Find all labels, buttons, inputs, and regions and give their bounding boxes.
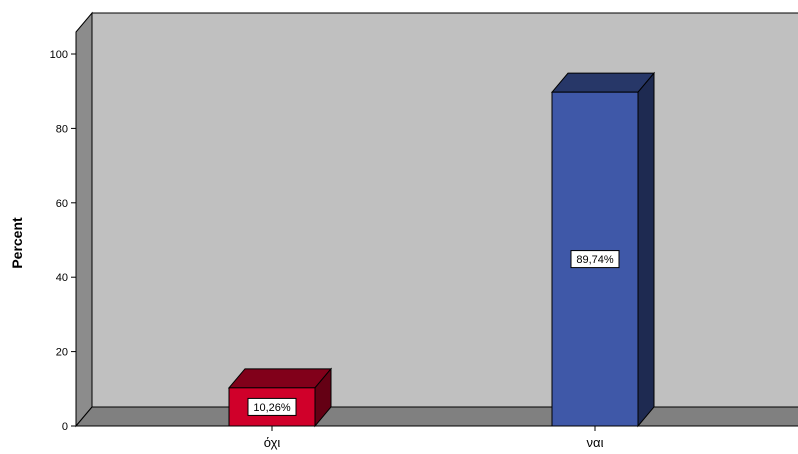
y-tick-label: 80: [56, 123, 68, 135]
floor: [74, 406, 798, 427]
y-tick-label: 100: [50, 49, 68, 61]
y-tick-label: 20: [56, 347, 68, 359]
bar-2: 89,74%: [550, 71, 656, 428]
y-axis: 0 20 40 60 80 100: [50, 32, 77, 433]
chart-walls: [74, 11, 798, 428]
x-tick-label: ναι: [587, 435, 604, 450]
x-axis: όχι ναι: [76, 425, 798, 450]
y-axis-title: Percent: [9, 217, 25, 269]
data-label: 89,74%: [576, 254, 614, 266]
data-label: 10,26%: [253, 402, 291, 414]
back-wall: [91, 12, 798, 408]
bar-top-face: [227, 368, 333, 389]
x-tick-label: όχι: [264, 435, 281, 450]
y-tick-label: 60: [56, 198, 68, 210]
y-tick-label: 0: [62, 421, 68, 433]
bar-1: 10,26%: [227, 367, 333, 428]
bars: 10,26% 89,74%: [227, 71, 656, 428]
data-label-box: [247, 397, 297, 416]
bar-side-face: [637, 71, 655, 428]
bar-top-face: [550, 72, 656, 93]
data-label-box: [570, 250, 620, 269]
y-tick-label: 40: [56, 272, 68, 284]
side-wall: [75, 11, 93, 428]
